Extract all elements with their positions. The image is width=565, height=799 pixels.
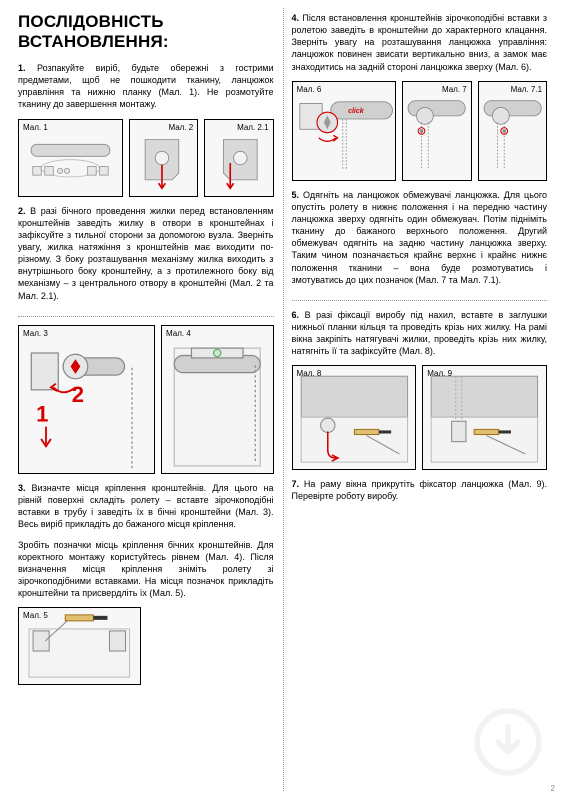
figure-4-label: Мал. 4: [166, 329, 191, 338]
page-title: ПОСЛІДОВНІСТЬ ВСТАНОВЛЕННЯ:: [18, 12, 274, 52]
figure-2-1-label: Мал. 2.1: [237, 123, 268, 132]
paragraph-4: 4. Після встановлення кронштейнів зірочк…: [292, 12, 548, 73]
figure-7: Мал. 7: [402, 81, 471, 181]
paragraph-6: 6. В разі фіксації виробу під нахил, вст…: [292, 309, 548, 358]
vertical-divider: [283, 8, 284, 791]
p3b-text: Зробіть позначки місць кріплення бічних …: [18, 540, 274, 599]
figure-7-1-illustration: [479, 82, 546, 180]
p7-number: 7.: [292, 479, 300, 489]
figure-5-label: Мал. 5: [23, 611, 48, 620]
svg-text:1: 1: [36, 401, 48, 426]
right-column: 4. Після встановлення кронштейнів зірочк…: [292, 12, 548, 787]
p4-number: 4.: [292, 13, 300, 23]
figure-8-illustration: [293, 366, 416, 468]
figure-4-illustration: [162, 326, 272, 473]
paragraph-3b: Зробіть позначки місць кріплення бічних …: [18, 539, 274, 600]
figure-7-1: Мал. 7.1: [478, 81, 547, 181]
p5-text: Одягніть на ланцюжок обмежувачі ланцюжка…: [292, 190, 548, 285]
paragraph-3a: 3. Визначте місця кріплення кронштейнів.…: [18, 482, 274, 531]
figure-9: Мал. 9: [422, 365, 547, 469]
left-divider-1: [18, 316, 274, 317]
svg-text:2: 2: [72, 382, 84, 407]
paragraph-5: 5. Одягніть на ланцюжок обмежувачі ланцю…: [292, 189, 548, 286]
figure-6-illustration: [293, 82, 396, 180]
click-label: click: [348, 108, 364, 115]
figure-6: Мал. 6 click: [292, 81, 397, 181]
figure-row-2: Мал. 3 2 1 Мал. 4: [18, 325, 274, 474]
figure-row-1: Мал. 1 Мал. 2: [18, 119, 274, 197]
figure-3-illustration: 2 1: [19, 326, 154, 473]
figure-7-1-label: Мал. 7.1: [511, 85, 542, 94]
paragraph-2: 2. В разі бічного проведення жилки перед…: [18, 205, 274, 302]
figure-8: Мал. 8: [292, 365, 417, 469]
figure-1: Мал. 1: [18, 119, 123, 197]
right-divider-1: [292, 300, 548, 301]
p2-text: В разі бічного проведення жилки перед вс…: [18, 206, 274, 301]
figure-3-label: Мал. 3: [23, 329, 48, 338]
p7-text: На раму вікна прикрутіть фіксатор ланцюж…: [292, 479, 548, 501]
p6-number: 6.: [292, 310, 300, 320]
figure-6-label: Мал. 6: [297, 85, 322, 94]
figure-2-1: Мал. 2.1: [204, 119, 273, 197]
paragraph-7: 7. На раму вікна прикрутіть фіксатор лан…: [292, 478, 548, 502]
figure-7-label: Мал. 7: [442, 85, 467, 94]
p4-text: Після встановлення кронштейнів зірочкопо…: [292, 13, 548, 72]
figure-row-4: Мал. 6 click Мал. 7: [292, 81, 548, 181]
paragraph-1: 1. Розпакуйте виріб, будьте обережні з г…: [18, 62, 274, 111]
figure-2: Мал. 2: [129, 119, 198, 197]
figure-row-3: Мал. 5: [18, 607, 274, 685]
page-number: 2: [551, 784, 555, 793]
p3-number: 3.: [18, 483, 26, 493]
figure-2-label: Мал. 2: [168, 123, 193, 132]
watermark-icon: [473, 707, 543, 777]
figure-9-label: Мал. 9: [427, 369, 452, 378]
figure-9-illustration: [423, 366, 546, 468]
p5-number: 5.: [292, 190, 300, 200]
p3a-text: Визначте місця кріплення кронштейнів. Дл…: [18, 483, 274, 529]
figure-1-label: Мал. 1: [23, 123, 48, 132]
p6-text: В разі фіксації виробу під нахил, вставт…: [292, 310, 548, 356]
figure-7-illustration: [403, 82, 470, 180]
p1-number: 1.: [18, 63, 26, 73]
figure-row-5: Мал. 8 Мал. 9: [292, 365, 548, 469]
p1-text: Розпакуйте виріб, будьте обережні з гост…: [18, 63, 274, 109]
p2-number: 2.: [18, 206, 26, 216]
figure-3: Мал. 3 2 1: [18, 325, 155, 474]
figure-8-label: Мал. 8: [297, 369, 322, 378]
left-column: ПОСЛІДОВНІСТЬ ВСТАНОВЛЕННЯ: 1. Розпакуйт…: [18, 12, 274, 787]
figure-4: Мал. 4: [161, 325, 273, 474]
page: ПОСЛІДОВНІСТЬ ВСТАНОВЛЕННЯ: 1. Розпакуйт…: [0, 0, 565, 799]
figure-5: Мал. 5: [18, 607, 141, 685]
